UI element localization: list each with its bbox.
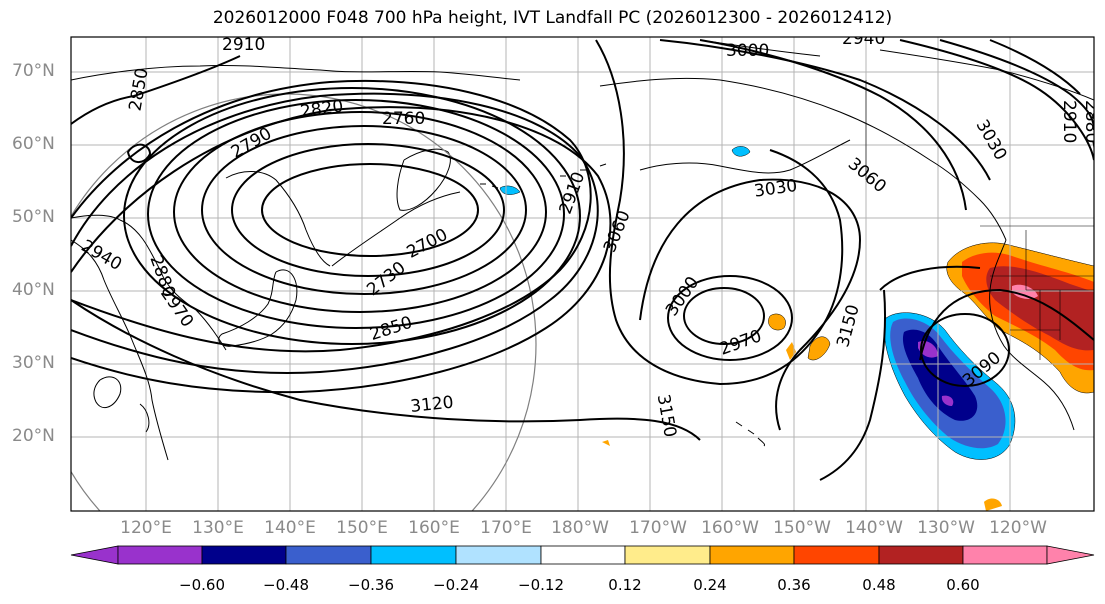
map-frame — [70, 36, 1095, 512]
colorbar-segment — [878, 545, 964, 565]
contour-label: 3120 — [409, 393, 454, 417]
colorbar — [70, 545, 1095, 565]
small-positive-5 — [602, 440, 610, 446]
colorbar-tick-label: −0.12 — [518, 576, 564, 594]
contour-label: 3000 — [726, 41, 769, 61]
map-area: 2910 2940 3000 2850 2820 2760 2790 2700 … — [71, 29, 1101, 511]
colorbar-segment — [370, 545, 457, 565]
colorbar-segment — [624, 545, 711, 565]
hawaii-islands — [735, 421, 765, 447]
plot-title: 2026012000 F048 700 hPa height, IVT Land… — [212, 8, 893, 28]
colorbar-segment — [962, 545, 1048, 565]
canada-border — [865, 80, 1094, 227]
philippines-coastline — [93, 376, 150, 433]
asia-coastline — [71, 64, 521, 461]
colorbar-segment — [455, 545, 542, 565]
colorbar-segment — [117, 545, 203, 565]
contour-label: 2910 — [1059, 100, 1079, 143]
small-positive-2 — [807, 336, 831, 361]
lon-label: 140°E — [264, 518, 316, 538]
lon-label: 170°E — [480, 518, 532, 538]
height-contours — [71, 39, 1094, 481]
negative-anomaly-peak-2 — [941, 395, 954, 406]
colorbar-tick-label: −0.36 — [348, 576, 394, 594]
lon-label: 150°E — [336, 518, 388, 538]
north-america-coastline — [989, 239, 1075, 431]
lat-label: 50°N — [12, 207, 55, 227]
small-negative-2 — [731, 146, 751, 157]
lon-label: 130°W — [917, 518, 975, 538]
lat-label: 70°N — [12, 61, 55, 81]
contour-label: 2880 — [1081, 100, 1101, 143]
colorbar-segment — [709, 545, 795, 565]
colorbar-tick-label: −0.48 — [263, 576, 309, 594]
lon-label: 160°W — [701, 518, 759, 538]
lon-label: 180°W — [551, 518, 609, 538]
lon-label: 160°E — [408, 518, 460, 538]
gridlines — [71, 37, 1094, 511]
lon-label: 140°W — [845, 518, 903, 538]
colorbar-extend-high — [1046, 545, 1095, 565]
colorbar-tick-label: −0.24 — [433, 576, 479, 594]
contour-label: 2940 — [842, 29, 885, 49]
colorbar-tick-label: −0.60 — [179, 576, 225, 594]
lat-label: 30°N — [12, 353, 55, 373]
colorbar-segment — [793, 545, 880, 565]
us-state-borders — [990, 230, 1094, 360]
colorbar-tick-label: 0.60 — [946, 576, 980, 594]
colorbar-extend-low — [70, 545, 119, 565]
lon-label: 150°W — [773, 518, 831, 538]
kamchatka-coastline — [396, 148, 451, 211]
colorbar-segment — [285, 545, 372, 565]
lon-label: 130°E — [192, 518, 244, 538]
lon-label: 120°E — [120, 518, 172, 538]
lon-label: 170°W — [629, 518, 687, 538]
small-positive-1 — [768, 313, 786, 331]
alaska-coastline — [599, 77, 1007, 241]
positive-anomaly-peak — [1012, 284, 1038, 299]
colorbar-segment — [201, 545, 287, 565]
lon-label: 120°W — [989, 518, 1047, 538]
contour-label: 2760 — [382, 109, 425, 129]
colorbar-tick-label: 0.36 — [777, 576, 811, 594]
colorbar-tick-label: 0.12 — [608, 576, 642, 594]
contour-label: 2910 — [222, 35, 265, 55]
small-positive-4 — [984, 498, 1002, 511]
colorbar-tick-label: 0.24 — [693, 576, 727, 594]
colorbar-tick-label: 0.48 — [862, 576, 896, 594]
coastlines — [71, 39, 1094, 461]
colorbar-segment — [540, 545, 626, 565]
lat-label: 20°N — [12, 426, 55, 446]
lat-label: 60°N — [12, 134, 55, 154]
lat-label: 40°N — [12, 280, 55, 300]
